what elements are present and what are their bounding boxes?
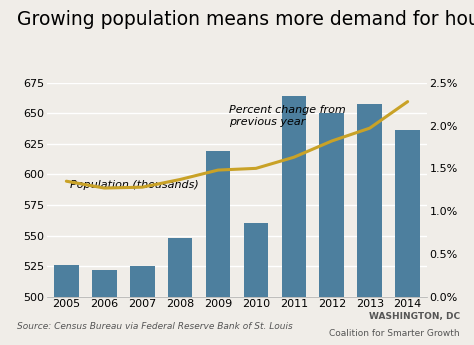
Text: Growing population means more demand for housing: Growing population means more demand for…	[17, 10, 474, 29]
Bar	[319, 114, 344, 345]
Text: Population (thousands): Population (thousands)	[70, 180, 199, 190]
Bar	[357, 104, 382, 345]
Bar	[244, 223, 268, 345]
Bar	[130, 266, 155, 345]
Bar	[168, 238, 192, 345]
Bar	[92, 270, 117, 345]
Bar	[395, 130, 420, 345]
Bar	[54, 265, 79, 345]
Text: Coalition for Smarter Growth: Coalition for Smarter Growth	[329, 329, 460, 338]
Text: Source: Census Bureau via Federal Reserve Bank of St. Louis: Source: Census Bureau via Federal Reserv…	[17, 322, 292, 331]
Text: WASHINGTON, DC: WASHINGTON, DC	[369, 312, 460, 321]
Bar	[206, 151, 230, 345]
Bar	[282, 96, 306, 345]
Text: Percent change from
previous year: Percent change from previous year	[229, 105, 346, 127]
